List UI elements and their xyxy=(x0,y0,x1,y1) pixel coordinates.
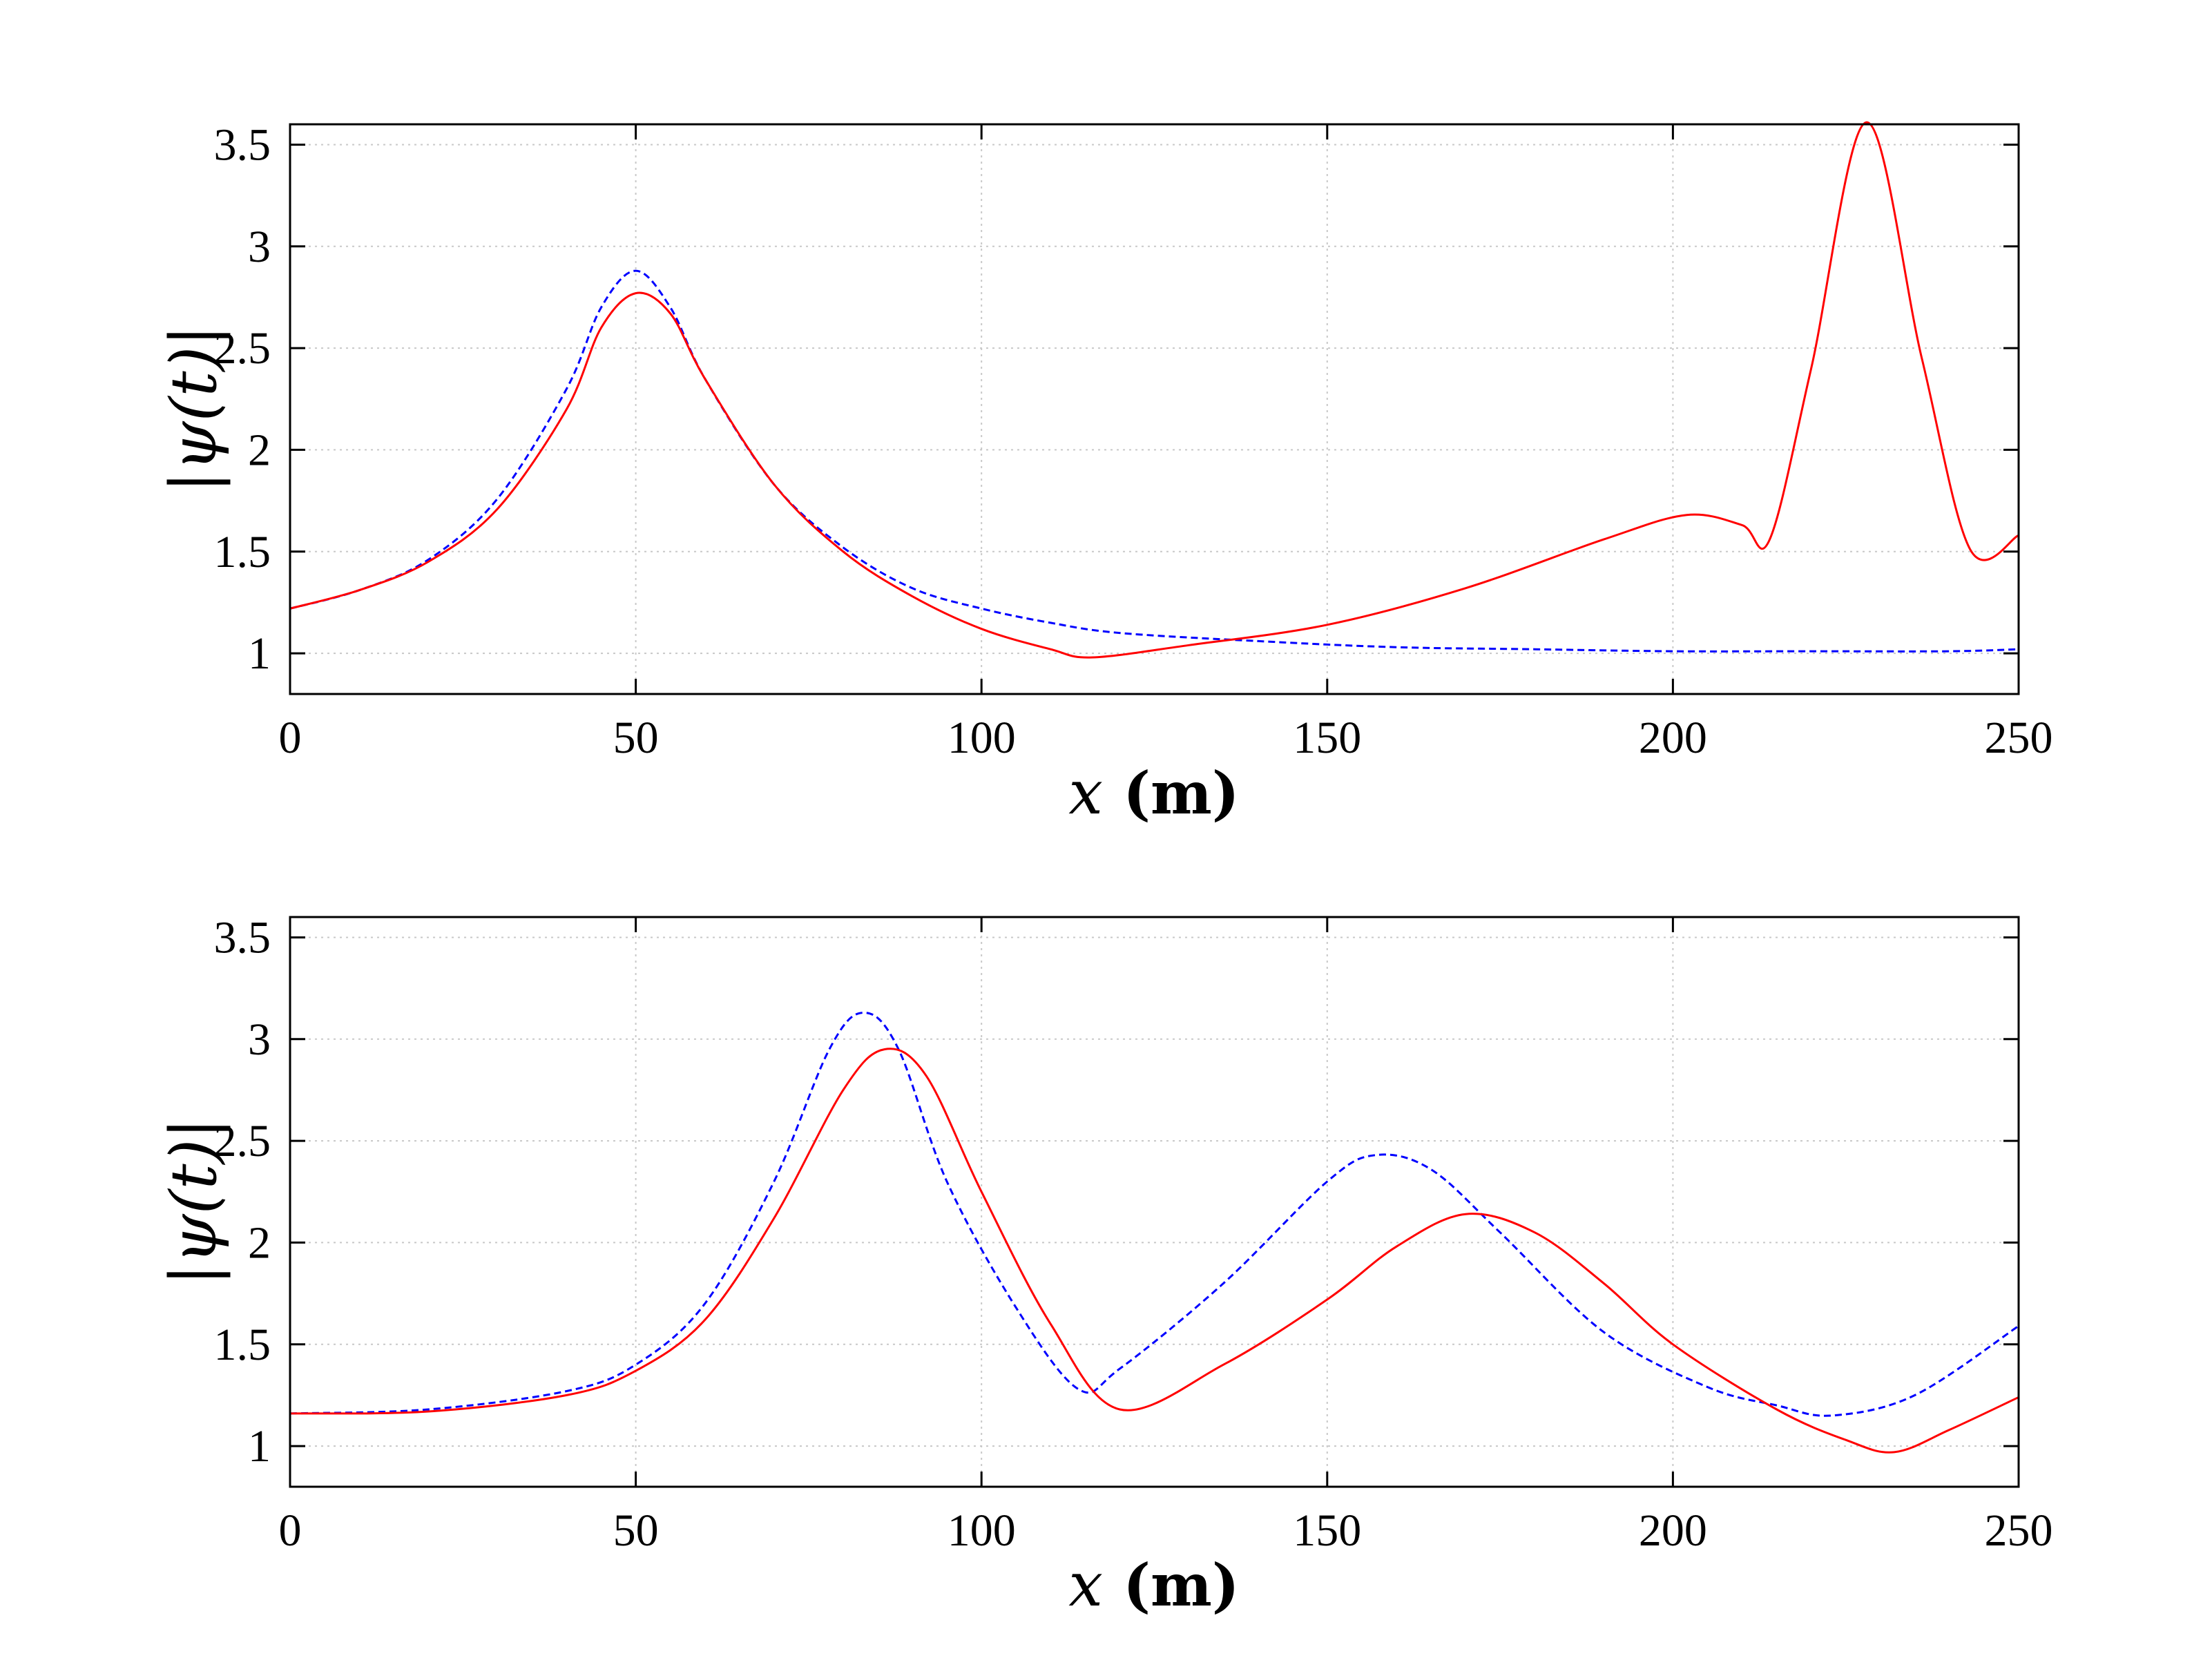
top-plot-xtick-label: 0 xyxy=(279,713,302,763)
top-plot-ylabel: |ψ(t)| xyxy=(157,325,231,493)
top-plot-xtick-label: 250 xyxy=(1985,713,2053,763)
bottom-plot-xtick-label: 200 xyxy=(1639,1505,1707,1556)
bottom-plot-ytick-label: 1 xyxy=(248,1421,271,1472)
bottom-plot: 0 50 100 150 200 250 1 1.5 2 2.5 3 3.5 |ψ(t)| x (m) xyxy=(157,912,2053,1620)
top-plot-axes-box xyxy=(289,123,2020,695)
top-plot-xtick-label: 100 xyxy=(948,713,1016,763)
top-plot-xtick-label: 200 xyxy=(1639,713,1707,763)
bottom-plot-ytick-label: 3.5 xyxy=(214,912,271,963)
bottom-plot-xlabel: x (m) xyxy=(1068,1549,1239,1620)
bottom-plot-xtick-label: 250 xyxy=(1985,1505,2053,1556)
top-plot-ytick-label: 1.5 xyxy=(214,527,271,577)
top-plot-ticks: 0 50 100 150 200 250 1 1.5 2 2.5 3 3.5 xyxy=(214,119,2053,763)
top-plot-xlabel: x (m) xyxy=(1068,757,1239,828)
top-plot-xtick-label: 150 xyxy=(1293,713,1361,763)
top-plot-xlabel-variable: x xyxy=(1068,757,1103,828)
top-plot-ytick-label: 3.5 xyxy=(214,119,271,170)
bottom-plot-xtick-label: 0 xyxy=(279,1505,302,1556)
bottom-plot-xtick-label: 150 xyxy=(1293,1505,1361,1556)
bottom-plot-ytick-label: 3 xyxy=(248,1014,271,1065)
top-plot-series-dashed-line xyxy=(289,269,2019,653)
bottom-plot-grid xyxy=(290,917,2019,1487)
bottom-plot-axes-box xyxy=(289,916,2020,1488)
bottom-plot-xtick-label: 50 xyxy=(613,1505,659,1556)
top-plot: 0 50 100 150 200 250 1 1.5 2 2.5 3 3.5 |ψ(t)| x (m) xyxy=(157,119,2053,828)
bottom-plot-xlabel-unit: (m) xyxy=(1103,1551,1240,1619)
top-plot-ytick-label: 2 xyxy=(248,425,271,475)
top-plot-xtick-label: 50 xyxy=(613,713,659,763)
top-plot-xlabel-unit: (m) xyxy=(1103,759,1240,827)
bottom-plot-ytick-label: 2 xyxy=(248,1217,271,1268)
bottom-plot-series-solid-line xyxy=(289,1048,2019,1454)
bottom-plot-xtick-label: 100 xyxy=(948,1505,1016,1556)
bottom-plot-ylabel: |ψ(t)| xyxy=(157,1118,231,1286)
bottom-plot-xlabel-variable: x xyxy=(1068,1549,1103,1620)
top-plot-ytick-label: 3 xyxy=(248,222,271,272)
top-plot-series-solid-line xyxy=(289,121,2019,659)
top-plot-series xyxy=(289,121,2019,659)
top-plot-ytick-label: 1 xyxy=(248,628,271,679)
bottom-plot-ticks: 0 50 100 150 200 250 1 1.5 2 2.5 3 3.5 xyxy=(214,912,2053,1556)
top-plot-ytick-label: 2.5 xyxy=(214,323,271,374)
bottom-plot-ytick-label: 2.5 xyxy=(214,1116,271,1166)
bottom-plot-series-dashed-line xyxy=(289,1012,2019,1417)
top-plot-grid xyxy=(290,124,2019,694)
bottom-plot-ytick-label: 1.5 xyxy=(214,1320,271,1370)
bottom-plot-series xyxy=(289,1012,2019,1454)
